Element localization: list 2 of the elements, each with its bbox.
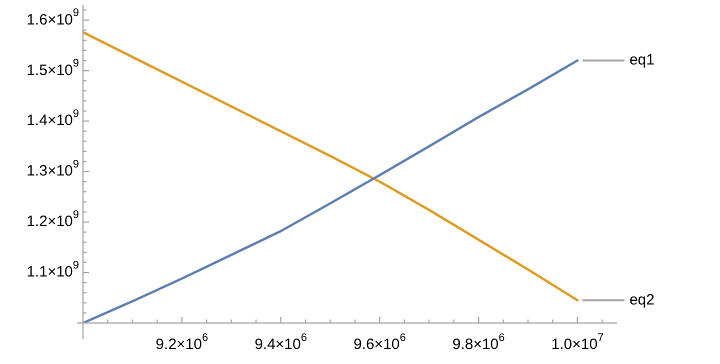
- text: eq1: [629, 52, 654, 69]
- text: eq2: [629, 291, 654, 308]
